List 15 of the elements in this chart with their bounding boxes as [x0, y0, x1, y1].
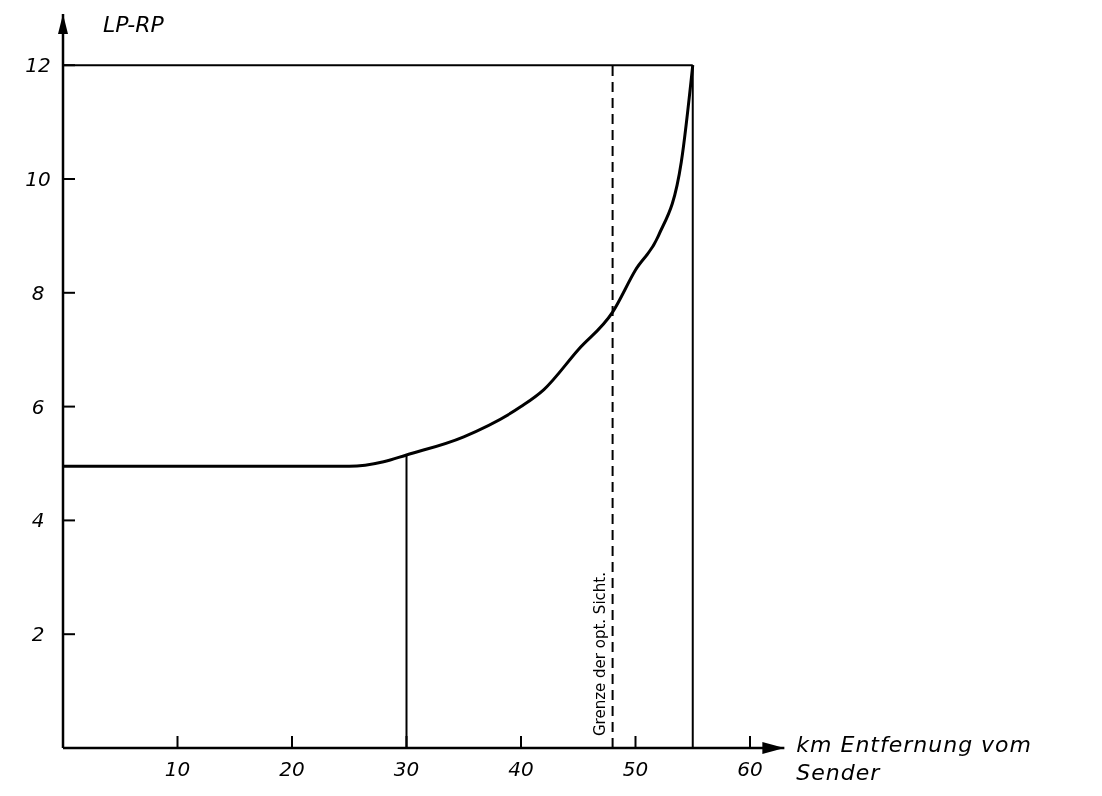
x-tick-label: 40: [508, 757, 534, 781]
ref-line-label: Grenze der opt. Sicht.: [590, 572, 609, 736]
x-tick-label: 50: [622, 757, 649, 781]
y-tick-label: 8: [31, 280, 45, 305]
y-axis-title: LP-RP: [103, 11, 165, 37]
x-tick-label: 10: [164, 757, 191, 781]
y-tick-label: 10: [25, 167, 51, 191]
x-tick-label: 20: [279, 757, 305, 781]
y-tick-label: 2: [31, 622, 45, 647]
y-tick-label: 12: [25, 53, 51, 78]
x-tick-label: 60: [737, 757, 763, 781]
x-axis-title: km Entfernung vom Sender: [796, 732, 1033, 785]
y-tick-label: 6: [31, 394, 45, 419]
x-tick-label: 30: [393, 757, 420, 781]
y-tick-label: 4: [31, 508, 45, 533]
